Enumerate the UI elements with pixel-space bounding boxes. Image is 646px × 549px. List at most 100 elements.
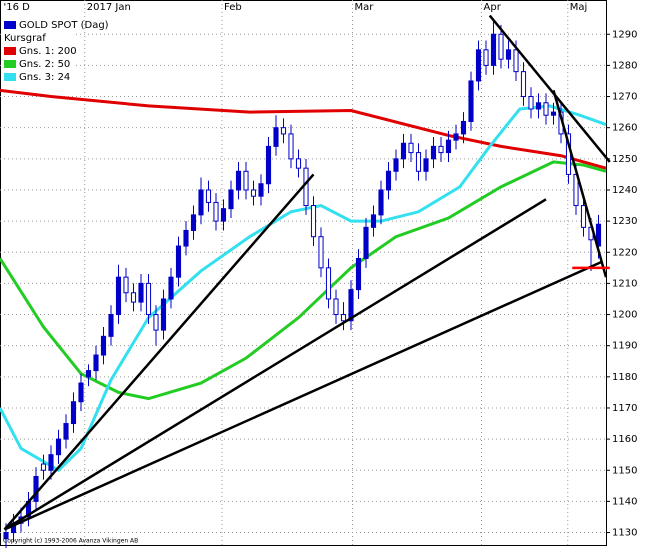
y-tick-label: 1250 [612, 154, 637, 165]
candle-body [100, 335, 107, 356]
y-tick-label: 1150 [612, 465, 637, 476]
y-tick-label: 1190 [612, 341, 637, 352]
legend-label: Gns. 3: 24 [19, 72, 70, 83]
candle-body [355, 257, 362, 291]
x-tick-label: 2017 Jan [87, 2, 131, 13]
candle-body [543, 102, 549, 116]
candle-body [505, 49, 512, 60]
marks [0, 14, 611, 549]
y-tick-label: 1140 [612, 496, 637, 507]
candle-body [333, 298, 339, 316]
candle-body [438, 145, 444, 154]
candle-body [550, 111, 557, 116]
candle-body [168, 276, 174, 300]
candle-body [483, 49, 489, 66]
candle-body [55, 438, 62, 456]
candle-body [273, 127, 279, 147]
candle-body [393, 158, 399, 172]
legend-label: Gns. 1: 200 [19, 46, 77, 57]
copyright: Copyright (c) 1993-2006 Avanza Vikingen … [3, 538, 138, 545]
candle-body [108, 314, 114, 337]
y-tick-label: 1180 [612, 372, 637, 383]
candle-body [280, 127, 287, 135]
candle-body [408, 142, 414, 154]
candle-body [145, 282, 152, 316]
candle-body [33, 475, 39, 502]
candle-body [183, 229, 189, 247]
legend-swatch [4, 73, 16, 81]
candle-body [348, 289, 354, 322]
candle-body [460, 120, 467, 135]
candle-body [528, 96, 534, 110]
moving-average [0, 160, 607, 401]
y-tick-label: 1220 [612, 247, 637, 258]
candle-body [175, 245, 182, 278]
candle-body [415, 152, 422, 172]
y-tick-label: 1230 [612, 216, 637, 227]
x-tick-label: '16 D [4, 2, 31, 13]
candle-body [288, 133, 294, 160]
y-tick-label: 1200 [612, 310, 637, 321]
candle-body [115, 276, 122, 316]
candle-body [70, 401, 77, 425]
candle-body [363, 226, 369, 259]
candle-body [475, 49, 482, 82]
candle-body [370, 214, 377, 228]
candle-body [295, 158, 302, 169]
candle-body [445, 139, 452, 154]
y-tick-label: 1290 [612, 29, 637, 40]
legend-swatch [4, 47, 16, 55]
plot-frame [0, 0, 607, 546]
y-tick-label: 1260 [612, 123, 637, 134]
candle-body [535, 102, 542, 110]
candle-body [520, 71, 527, 98]
y-tick-label: 1170 [612, 403, 637, 414]
candle-body [198, 189, 204, 216]
candle-body [235, 170, 242, 191]
candle-body [400, 142, 407, 160]
candle-body [498, 33, 504, 60]
legend-subtitle: Kursgraf [4, 33, 46, 44]
candle-body [468, 80, 474, 122]
candle-body [258, 183, 264, 197]
y-tick-label: 1160 [612, 434, 637, 445]
candle-body [228, 189, 234, 210]
x-tick-label: Maj [570, 2, 588, 13]
candle-body [220, 208, 227, 222]
candle-body [93, 354, 99, 372]
candle-body [378, 189, 384, 216]
trend-line [488, 14, 611, 163]
candle-body [318, 236, 324, 269]
candle-body [190, 214, 197, 231]
candle-body [48, 454, 54, 471]
candle-body [580, 205, 587, 228]
x-tick-label: Feb [224, 2, 242, 13]
candle-body [123, 276, 129, 294]
trend-line [3, 198, 547, 531]
candle-body [243, 170, 249, 191]
candle-body [85, 370, 92, 378]
candle-body [160, 298, 167, 331]
legend-label: Gns. 2: 50 [19, 59, 70, 70]
trend-line [3, 173, 315, 531]
y-tick-label: 1210 [612, 278, 637, 289]
candle-body [250, 189, 257, 197]
candle-body [213, 201, 219, 222]
candle-body [340, 314, 347, 322]
legend-swatch [4, 21, 16, 29]
candle-body [303, 167, 309, 207]
y-tick-label: 1280 [612, 60, 637, 71]
candle-body [453, 133, 459, 141]
candle-body [138, 282, 144, 303]
x-tick-label: Mar [355, 2, 375, 13]
candle-body [130, 292, 137, 303]
legend-swatch [4, 60, 16, 68]
legend-title: GOLD SPOT (Dag) [19, 20, 109, 31]
candle-body [3, 532, 9, 540]
candle-body [490, 33, 497, 66]
moving-average [0, 88, 607, 170]
candle-body [385, 170, 392, 191]
candle-body [325, 267, 332, 300]
candle-body [63, 423, 69, 440]
